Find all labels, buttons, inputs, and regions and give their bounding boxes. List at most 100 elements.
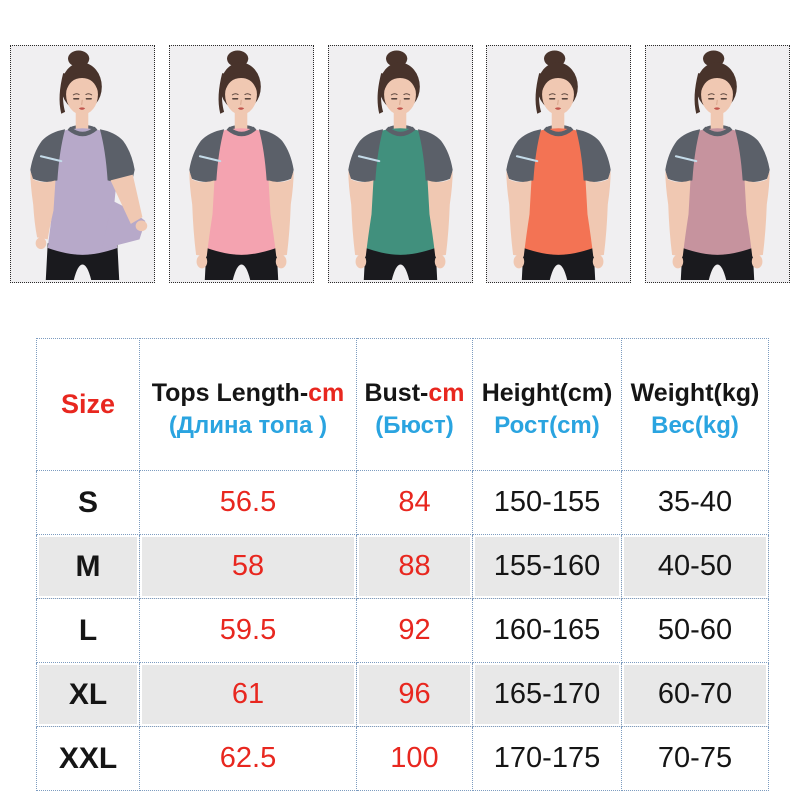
eyebrows	[231, 93, 251, 96]
hair-fringe	[701, 72, 734, 92]
right-arm	[744, 170, 770, 257]
neck	[234, 104, 248, 134]
header-size: Size	[36, 338, 140, 471]
cell-weight: 60-70	[621, 662, 769, 727]
left-sleeve	[30, 129, 66, 182]
header-height: Height(cm) Рост(cm)	[472, 338, 622, 471]
hair-fringe	[383, 72, 416, 92]
cell-tops-length: 56.5	[139, 470, 357, 535]
size-header-label: Size	[60, 389, 116, 419]
product-photo-mauve	[645, 45, 790, 283]
left-arm-holding-hem	[30, 170, 56, 240]
stretched-hem	[101, 200, 146, 250]
header-weight-en: Weight(kg)	[630, 378, 760, 408]
cell-size: XXL	[36, 726, 140, 791]
neck	[393, 104, 406, 134]
right-sleeve	[258, 129, 294, 182]
neck	[75, 104, 89, 134]
reflective-logo-icon	[39, 155, 63, 163]
face	[701, 74, 733, 115]
cell-bust: 100	[356, 726, 473, 791]
cell-size: L	[36, 598, 140, 663]
right-sleeve	[417, 129, 453, 182]
size-row-m: M 58 88 155-160 40-50	[36, 534, 769, 599]
cell-tops-length: 59.5	[139, 598, 357, 663]
right-arm	[427, 170, 453, 257]
right-sleeve	[734, 129, 770, 182]
size-row-xl: XL 61 96 165-170 60-70	[36, 662, 769, 727]
model-figure-illustration	[487, 48, 631, 280]
product-photo-lavender	[10, 45, 155, 283]
tshirt-body	[520, 128, 598, 255]
ponytail-strand-icon	[59, 73, 68, 114]
cell-height: 160-165	[472, 598, 622, 663]
cell-weight: 70-75	[621, 726, 769, 791]
cell-tops-length: 58	[139, 534, 357, 599]
collar-front	[385, 126, 415, 137]
right-hand-gripping-hem	[135, 220, 148, 232]
neck	[710, 104, 724, 134]
product-photo-pink	[168, 45, 314, 283]
hair-fringe	[542, 72, 575, 92]
left-sleeve	[189, 129, 224, 182]
product-photo-coral	[486, 45, 632, 283]
header-weight: Weight(kg) Вес(kg)	[621, 338, 769, 471]
cell-bust: 88	[356, 534, 473, 599]
left-hand	[196, 254, 207, 269]
right-arm	[268, 170, 294, 257]
collar-front	[702, 126, 733, 137]
right-sleeve	[99, 129, 135, 182]
size-chart-header-row: Size Tops Length-cm (Длина топа ) Bust-c…	[36, 338, 769, 471]
face	[224, 74, 257, 115]
eyebrows	[390, 93, 410, 96]
cell-tops-length: 61	[139, 662, 357, 727]
tshirt-body	[361, 128, 439, 255]
header-bust-en: Bust-cm	[364, 378, 465, 408]
hair-fringe	[224, 72, 257, 92]
tshirt-body	[202, 128, 280, 255]
left-arm	[506, 170, 532, 257]
size-chart-body: S 56.5 84 150-155 35-40 M 58 88 155-160 …	[36, 470, 769, 791]
right-hand	[751, 254, 763, 269]
right-hand	[593, 254, 604, 269]
left-arm	[347, 170, 373, 257]
eyebrows	[549, 93, 569, 96]
left-sleeve	[347, 129, 383, 182]
header-bust-ru: (Бюст)	[375, 412, 454, 440]
header-bust: Bust-cm (Бюст)	[356, 338, 473, 471]
left-hand	[513, 254, 525, 269]
cell-height: 165-170	[472, 662, 622, 727]
reflective-logo-icon	[674, 155, 698, 163]
tshirt-body	[678, 128, 757, 255]
cell-bust: 96	[356, 662, 473, 727]
cell-height: 155-160	[472, 534, 622, 599]
cell-height: 150-155	[472, 470, 622, 535]
size-chart-table: Size Tops Length-cm (Длина топа ) Bust-c…	[36, 338, 769, 791]
header-height-stack: Height(cm) Рост(cm)	[473, 370, 621, 440]
tshirt-body	[43, 128, 122, 255]
cell-tops-length: 62.5	[139, 726, 357, 791]
label-accent-part: cm	[428, 378, 465, 407]
cell-height: 170-175	[472, 726, 622, 791]
product-photo-row	[0, 0, 800, 283]
cell-weight: 35-40	[621, 470, 769, 535]
neck	[551, 104, 565, 134]
cell-bust: 84	[356, 470, 473, 535]
label-en-part: Tops Length-	[151, 378, 309, 407]
right-sleeve	[576, 129, 611, 182]
model-figure-illustration	[328, 48, 472, 280]
cell-weight: 40-50	[621, 534, 769, 599]
left-hand	[355, 254, 366, 269]
cell-weight: 50-60	[621, 598, 769, 663]
reflective-logo-icon	[357, 155, 380, 163]
header-height-en: Height(cm)	[482, 379, 613, 408]
product-photo-green	[327, 45, 473, 283]
eyebrows	[72, 93, 93, 96]
header-tops-length-ru: (Длина топа )	[168, 412, 328, 440]
ponytail-strand-icon	[694, 73, 703, 114]
header-height-ru: Рост(cm)	[494, 412, 600, 440]
model-figure-illustration	[646, 48, 789, 280]
header-tops-length-stack: Tops Length-cm (Длина топа )	[140, 370, 356, 440]
label-en-part: Weight(kg)	[630, 378, 760, 407]
collar-front	[543, 126, 574, 137]
